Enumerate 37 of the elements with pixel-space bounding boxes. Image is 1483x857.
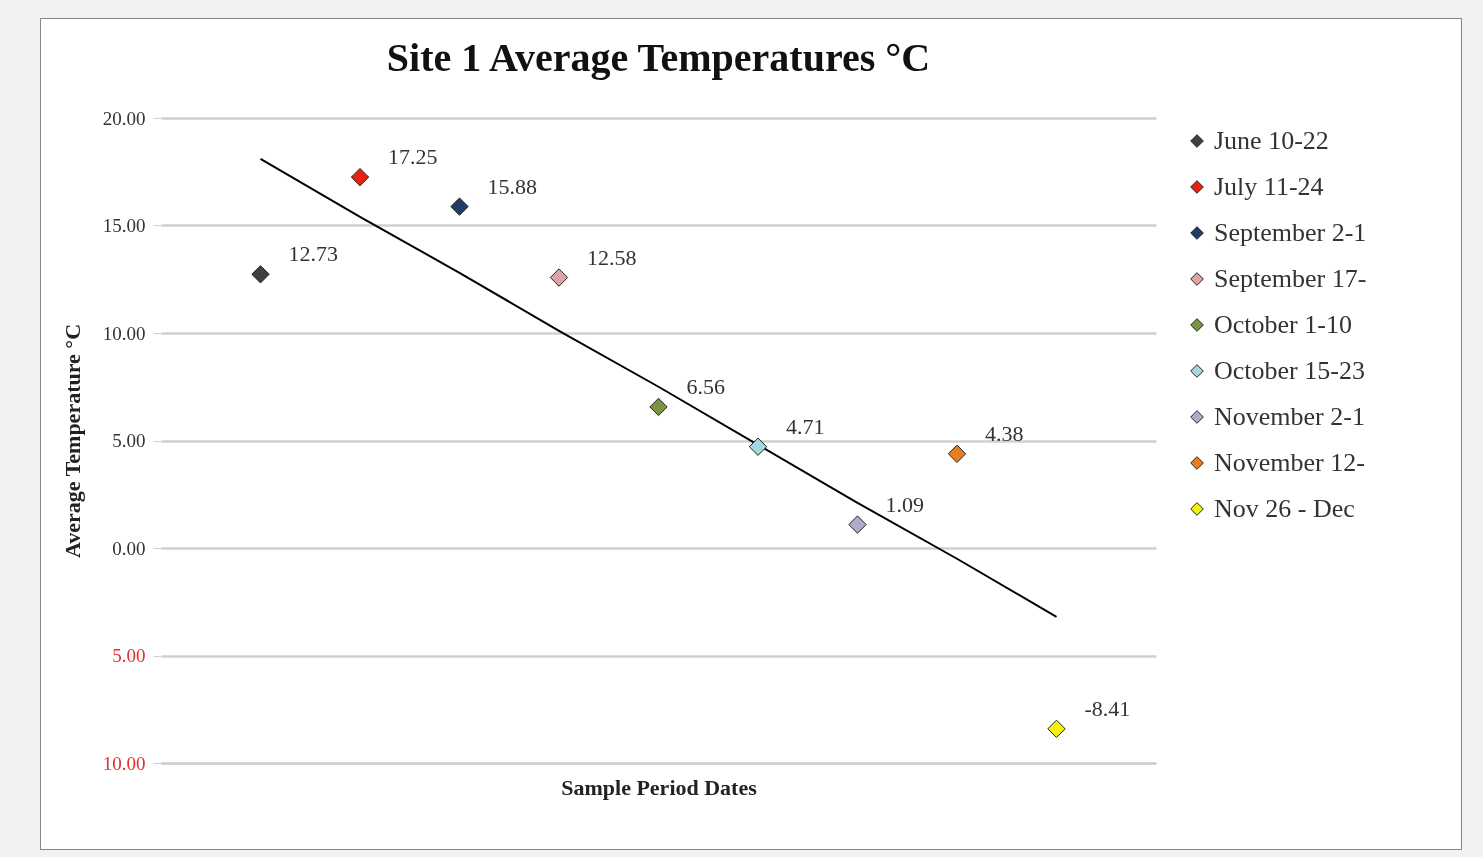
data-label: 15.88 (487, 173, 537, 199)
legend-label: September 17- (1214, 264, 1367, 293)
point (549, 268, 569, 287)
data-label: -8.41 (1084, 695, 1131, 721)
legend-label: September 2-1 (1214, 218, 1367, 247)
data-label: 1.09 (885, 491, 924, 517)
data-label: 4.71 (786, 413, 825, 439)
legend-label: November 2-1 (1214, 402, 1365, 431)
y-tick-label: 20.00 (102, 107, 146, 129)
y-tick-label: 5.00 (112, 645, 146, 666)
legend-label: November 12- (1214, 448, 1365, 477)
point (450, 197, 469, 216)
y-tick-label: 0.00 (112, 537, 146, 559)
point (748, 437, 768, 456)
y-tick-label: 15.00 (102, 215, 146, 236)
y-axis-title: Average Temperature °C (59, 323, 85, 559)
legend-label: October 15-23 (1214, 356, 1365, 385)
x-axis-title: Sample Period Dates (561, 774, 758, 800)
legend-label: July 11-24 (1214, 172, 1324, 201)
y-tick-label: 10.00 (102, 752, 146, 774)
point (649, 397, 668, 417)
point (848, 515, 867, 534)
chart-title: Site 1 Average Temperatures °C (386, 35, 931, 80)
legend-label: Nov 26 - Dec (1214, 494, 1355, 523)
data-label: 17.25 (388, 144, 438, 170)
data-label: 12.58 (587, 244, 637, 270)
y-tick-label: 10.00 (102, 322, 146, 344)
legend-label: October 1-10 (1214, 310, 1352, 339)
y-tick-label: 5.00 (112, 430, 146, 451)
data-label: 6.56 (686, 373, 725, 399)
legend-label: June 10-22 (1214, 126, 1329, 155)
point (251, 265, 270, 284)
data-label: 12.73 (288, 241, 338, 267)
point (350, 167, 370, 187)
point (947, 444, 967, 463)
data-label: 4.38 (985, 420, 1024, 446)
point (1047, 719, 1066, 738)
